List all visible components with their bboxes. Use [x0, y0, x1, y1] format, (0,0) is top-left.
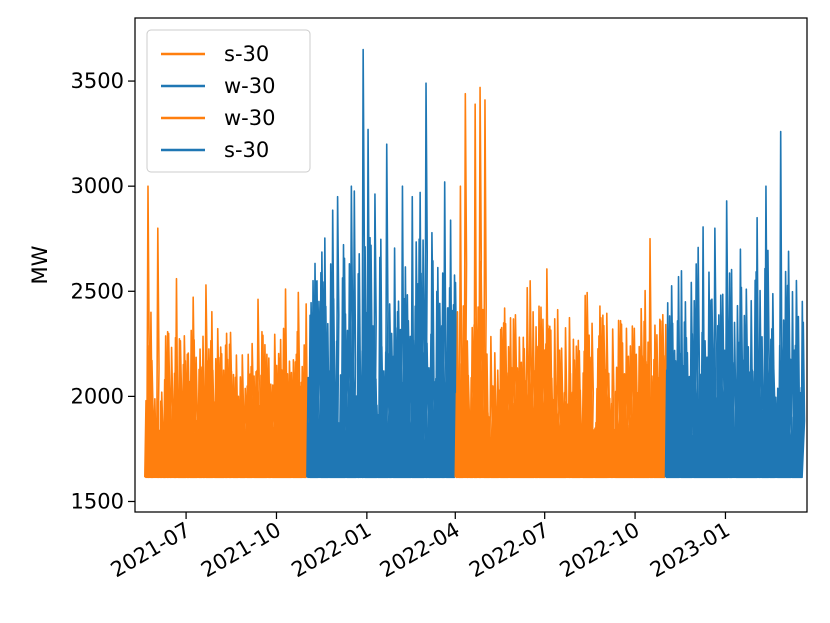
legend-label: w-30: [224, 74, 275, 98]
x-tick-label: 2023-01: [646, 518, 734, 583]
legend-label: s-30: [224, 42, 269, 66]
x-tick-label: 2022-01: [287, 518, 375, 583]
series-layer: [144, 48, 806, 479]
x-axis: 2021-07 2021-10 2022-01 2022-04 2022-07 2022-…: [107, 512, 734, 582]
y-tick-label: 3000: [71, 174, 124, 198]
y-tick-label: 2000: [71, 384, 124, 408]
y-tick-label: 3500: [71, 69, 124, 93]
y-axis-label: MW: [28, 245, 52, 284]
y-tick-label: 2500: [71, 279, 124, 303]
legend-box: [146, 29, 311, 173]
x-tick-label: 2022-07: [465, 518, 553, 583]
series-line-4: [664, 130, 806, 479]
series-line-2: [306, 48, 458, 479]
x-tick-label: 2022-04: [376, 518, 464, 583]
y-tick-label: 1500: [71, 489, 124, 513]
legend-label: w-30: [224, 106, 275, 130]
legend-label: s-30: [224, 138, 269, 162]
series-line-3: [454, 86, 668, 479]
plot-frame: [134, 17, 808, 513]
x-tick-label: 2021-10: [197, 518, 285, 583]
x-tick-label: 2021-07: [107, 518, 195, 583]
y-axis: 1500 2000 2500 3000 3500: [71, 69, 135, 513]
legend: s-30 w-30 w-30 s-30: [146, 29, 311, 173]
x-tick-label: 2022-10: [556, 518, 644, 583]
series-line-1: [144, 185, 310, 479]
